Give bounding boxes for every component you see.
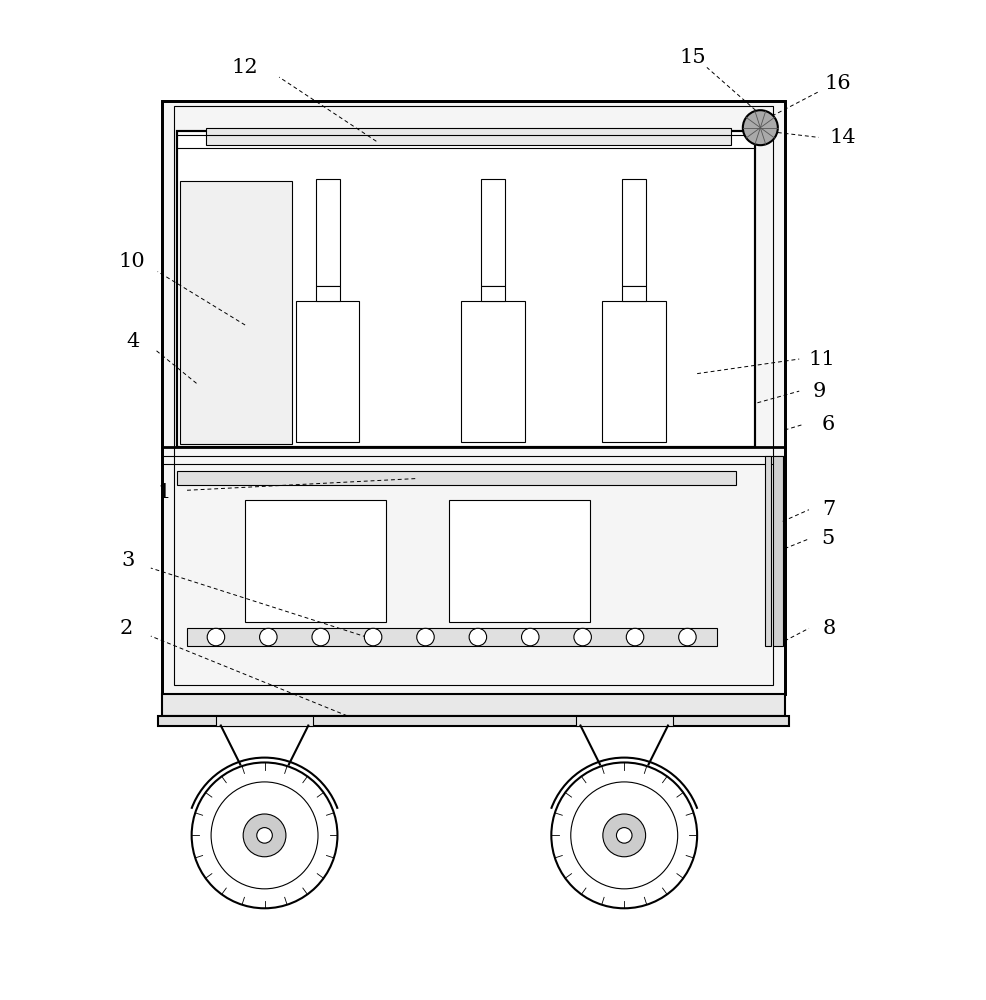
Bar <box>622 179 646 286</box>
Bar <box>175 106 773 685</box>
Circle shape <box>742 110 778 145</box>
Bar <box>576 716 672 726</box>
Bar <box>163 101 785 694</box>
Text: 4: 4 <box>126 332 140 351</box>
Circle shape <box>207 628 225 646</box>
Circle shape <box>626 628 644 646</box>
Bar <box>450 500 591 622</box>
Bar <box>481 286 505 301</box>
Circle shape <box>616 828 632 843</box>
Text: 2: 2 <box>120 619 133 638</box>
Bar <box>481 179 505 286</box>
Circle shape <box>211 782 318 889</box>
Bar <box>461 301 525 442</box>
Text: 5: 5 <box>820 529 834 548</box>
Bar <box>246 500 387 622</box>
Bar <box>177 471 736 485</box>
Bar <box>773 456 783 646</box>
Text: 14: 14 <box>829 128 856 147</box>
Bar <box>158 716 790 726</box>
Circle shape <box>469 628 487 646</box>
Bar <box>622 286 646 301</box>
Bar <box>177 131 755 447</box>
Text: 6: 6 <box>821 415 835 434</box>
Circle shape <box>551 762 697 908</box>
Text: 1: 1 <box>158 483 172 502</box>
Circle shape <box>574 628 592 646</box>
Bar <box>296 301 359 442</box>
Bar <box>186 628 717 646</box>
Bar <box>206 128 732 145</box>
Text: 12: 12 <box>232 58 258 77</box>
Circle shape <box>312 628 329 646</box>
Circle shape <box>256 828 272 843</box>
Circle shape <box>417 628 434 646</box>
Bar <box>216 716 314 726</box>
Circle shape <box>571 782 677 889</box>
Bar <box>163 694 785 716</box>
Circle shape <box>602 814 646 857</box>
Bar <box>180 181 292 444</box>
Circle shape <box>522 628 539 646</box>
Bar <box>765 456 771 646</box>
Text: 10: 10 <box>118 252 145 271</box>
Text: 15: 15 <box>679 48 706 67</box>
Circle shape <box>244 814 286 857</box>
Text: 8: 8 <box>822 619 836 638</box>
Text: 9: 9 <box>812 382 826 401</box>
Bar <box>316 179 340 286</box>
Bar <box>163 101 785 694</box>
Bar <box>177 131 755 447</box>
Bar <box>602 301 666 442</box>
Text: 16: 16 <box>824 74 852 93</box>
Text: 3: 3 <box>121 551 135 570</box>
Bar <box>316 286 340 301</box>
Circle shape <box>678 628 696 646</box>
Circle shape <box>191 762 337 908</box>
Circle shape <box>259 628 277 646</box>
Text: 7: 7 <box>822 500 836 519</box>
Circle shape <box>365 628 382 646</box>
Text: 11: 11 <box>809 350 835 369</box>
